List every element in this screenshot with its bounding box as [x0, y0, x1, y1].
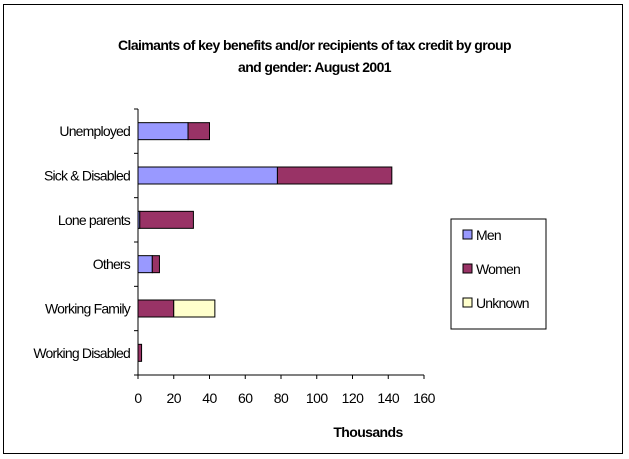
y-category-label: Others — [93, 256, 131, 272]
legend-swatch-men — [462, 229, 473, 240]
bar-segment-women — [137, 343, 143, 362]
y-category-label: Working Disabled — [33, 345, 130, 361]
bar-segment-unknown — [173, 299, 216, 318]
x-axis-title: Thousands — [333, 424, 403, 440]
bar-segment-women — [276, 166, 393, 185]
legend-swatch-unknown — [462, 297, 473, 308]
legend-label-women: Women — [476, 261, 520, 277]
chart-title-line-2: and gender: August 2001 — [238, 59, 392, 75]
legend: Men Women Unknown — [450, 218, 547, 330]
x-tick-label: 20 — [166, 390, 181, 406]
bars — [137, 122, 393, 362]
y-category-label: Unemployed — [59, 123, 130, 139]
y-category-label: Sick & Disabled — [44, 168, 130, 184]
bar-segment-women — [151, 255, 160, 274]
x-tick-label: 100 — [306, 390, 329, 406]
bar-segment-men — [137, 255, 153, 274]
legend-label-men: Men — [476, 227, 501, 243]
x-tick-label: 140 — [377, 390, 400, 406]
axes: 0 20 40 60 80 100 120 140 160 Thousands Unemployed… — [33, 108, 436, 440]
x-tick-label: 80 — [274, 390, 289, 406]
chart-title-line-1: Claimants of key benefits and/or recipie… — [118, 37, 512, 53]
bar-segment-women — [139, 210, 194, 229]
bar-segment-women — [137, 299, 175, 318]
legend-label-unknown: Unknown — [476, 295, 529, 311]
y-category-label: Lone parents — [58, 212, 131, 228]
x-tick-label: 40 — [202, 390, 217, 406]
bar-segment-men — [137, 166, 278, 185]
bar-segment-men — [137, 122, 189, 141]
x-tick-label: 0 — [134, 390, 142, 406]
x-tick-label: 60 — [238, 390, 253, 406]
chart-title: Claimants of key benefits and/or recipie… — [0, 34, 629, 78]
x-tick-label: 120 — [342, 390, 365, 406]
bar-segment-women — [187, 122, 211, 141]
x-tick-label: 160 — [413, 390, 436, 406]
y-category-label: Working Family — [45, 301, 131, 317]
legend-swatch-women — [462, 263, 473, 274]
